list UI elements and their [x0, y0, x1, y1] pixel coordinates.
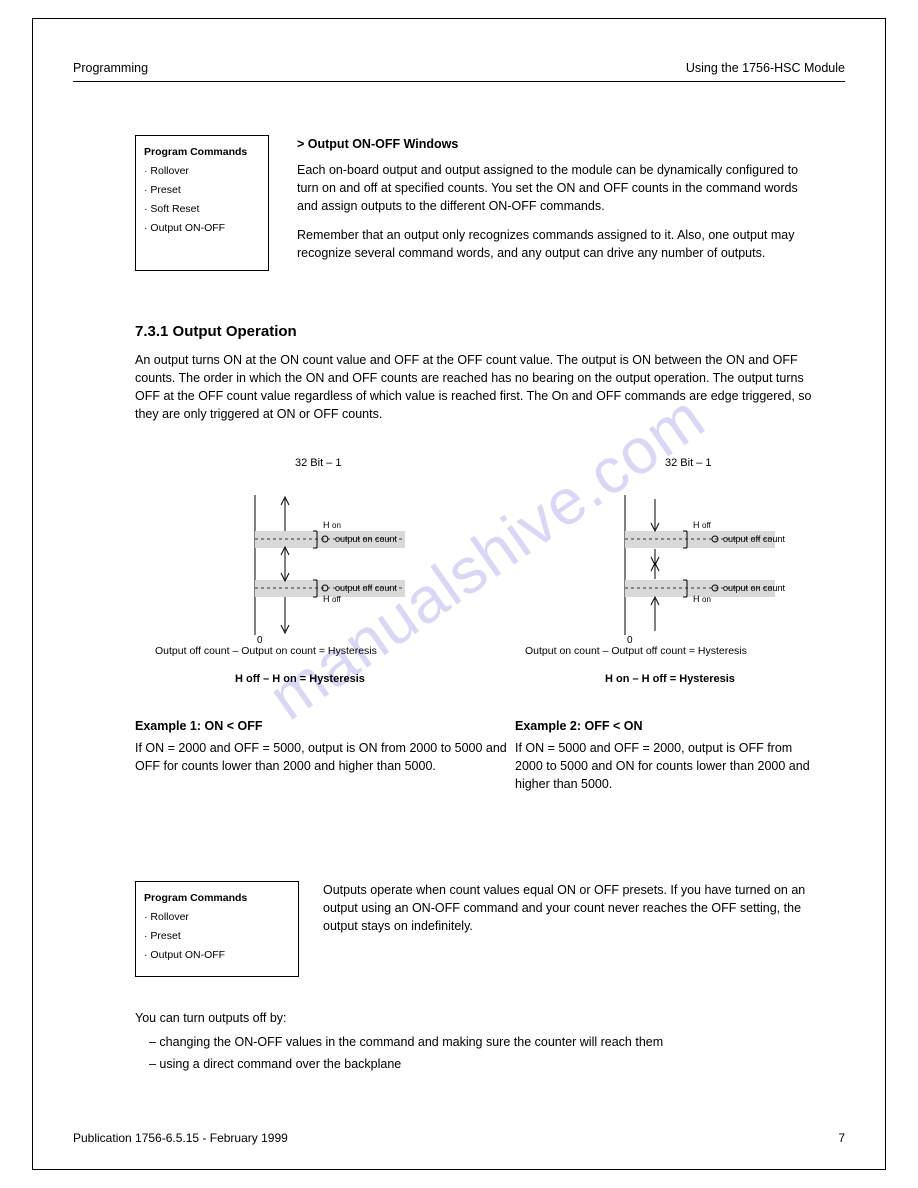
header-rule [73, 81, 845, 82]
svg-text:on: on [702, 595, 711, 604]
pc2-line-preset: · Preset [144, 930, 290, 942]
svg-text:output on count: output on count [723, 583, 786, 593]
pc1-line-onoff: · Output ON-OFF [144, 222, 260, 234]
example-2: Example 2: OFF < ON If ON = 5000 and OFF… [515, 719, 815, 793]
diag-left-bot1: Output off count – Output on count = Hys… [155, 645, 377, 657]
svg-text:H: H [693, 520, 700, 530]
svg-text:0: 0 [257, 635, 263, 645]
pc2-para: Outputs operate when count values equal … [323, 881, 823, 935]
example-1-head: Example 1: ON < OFF [135, 719, 515, 733]
onoff-para2: Remember that an output only recognizes … [297, 226, 817, 262]
pc1-line-rollover: · Rollover [144, 165, 260, 177]
footer-page-number: 7 [838, 1131, 845, 1145]
diag-left-bot2: H off – H on = Hysteresis [235, 673, 365, 685]
pc1-line-preset: · Preset [144, 184, 260, 196]
svg-text:0: 0 [627, 635, 633, 645]
section-7-3-1-title: 7.3.1 Output Operation [135, 323, 297, 340]
svg-text:output on count: output on count [335, 534, 398, 544]
turn-off-note: You can turn outputs off by: – changing … [135, 1009, 835, 1073]
svg-text:on: on [332, 521, 341, 530]
svg-text:H: H [323, 520, 330, 530]
diag-right-bot1: Output on count – Output off count = Hys… [525, 645, 747, 657]
onoff-heading: > Output ON-OFF Windows [297, 135, 817, 153]
footer-publication: Publication 1756-6.5.15 - February 1999 [73, 1131, 288, 1145]
program-commands-box-2: Program Commands · Rollover · Preset · O… [135, 881, 299, 977]
svg-text:H: H [323, 594, 330, 604]
page-frame: Programming Using the 1756-HSC Module Pr… [32, 18, 886, 1170]
note-item-1: – changing the ON-OFF values in the comm… [135, 1033, 835, 1051]
example-1-body: If ON = 2000 and OFF = 5000, output is O… [135, 739, 515, 775]
example-2-body: If ON = 5000 and OFF = 2000, output is O… [515, 739, 815, 793]
section-7-3-1-body: An output turns ON at the ON count value… [135, 351, 815, 424]
pc1-line-softreset: · Soft Reset [144, 203, 260, 215]
program-commands-box-1: Program Commands · Rollover · Preset · S… [135, 135, 269, 271]
onoff-windows-text: > Output ON-OFF Windows Each on-board ou… [297, 135, 817, 262]
note-item-2: – using a direct command over the backpl… [135, 1055, 835, 1073]
diag-left-toplabel: 32 Bit – 1 [295, 457, 341, 469]
diagram-right-svg: H off H on output off count output on co… [585, 485, 805, 645]
header-left: Programming [73, 59, 148, 77]
pc2-line-rollover: · Rollover [144, 911, 290, 923]
pc2-line-onoff: · Output ON-OFF [144, 949, 290, 961]
example-1: Example 1: ON < OFF If ON = 2000 and OFF… [135, 719, 515, 775]
svg-text:output off count: output off count [335, 583, 397, 593]
svg-text:off: off [332, 595, 342, 604]
diagram-left-svg: H on H off output on count output off co… [215, 485, 435, 645]
pc1-title: Program Commands [144, 146, 260, 158]
example-2-head: Example 2: OFF < ON [515, 719, 815, 733]
note-intro: You can turn outputs off by: [135, 1009, 835, 1027]
onoff-para1: Each on-board output and output assigned… [297, 161, 817, 215]
svg-text:off: off [702, 521, 712, 530]
diag-right-toplabel: 32 Bit – 1 [665, 457, 711, 469]
pc2-title: Program Commands [144, 892, 290, 904]
svg-text:H: H [693, 594, 700, 604]
diag-right-bot2: H on – H off = Hysteresis [605, 673, 735, 685]
svg-text:output off count: output off count [723, 534, 785, 544]
header-right: Using the 1756-HSC Module [686, 59, 845, 77]
